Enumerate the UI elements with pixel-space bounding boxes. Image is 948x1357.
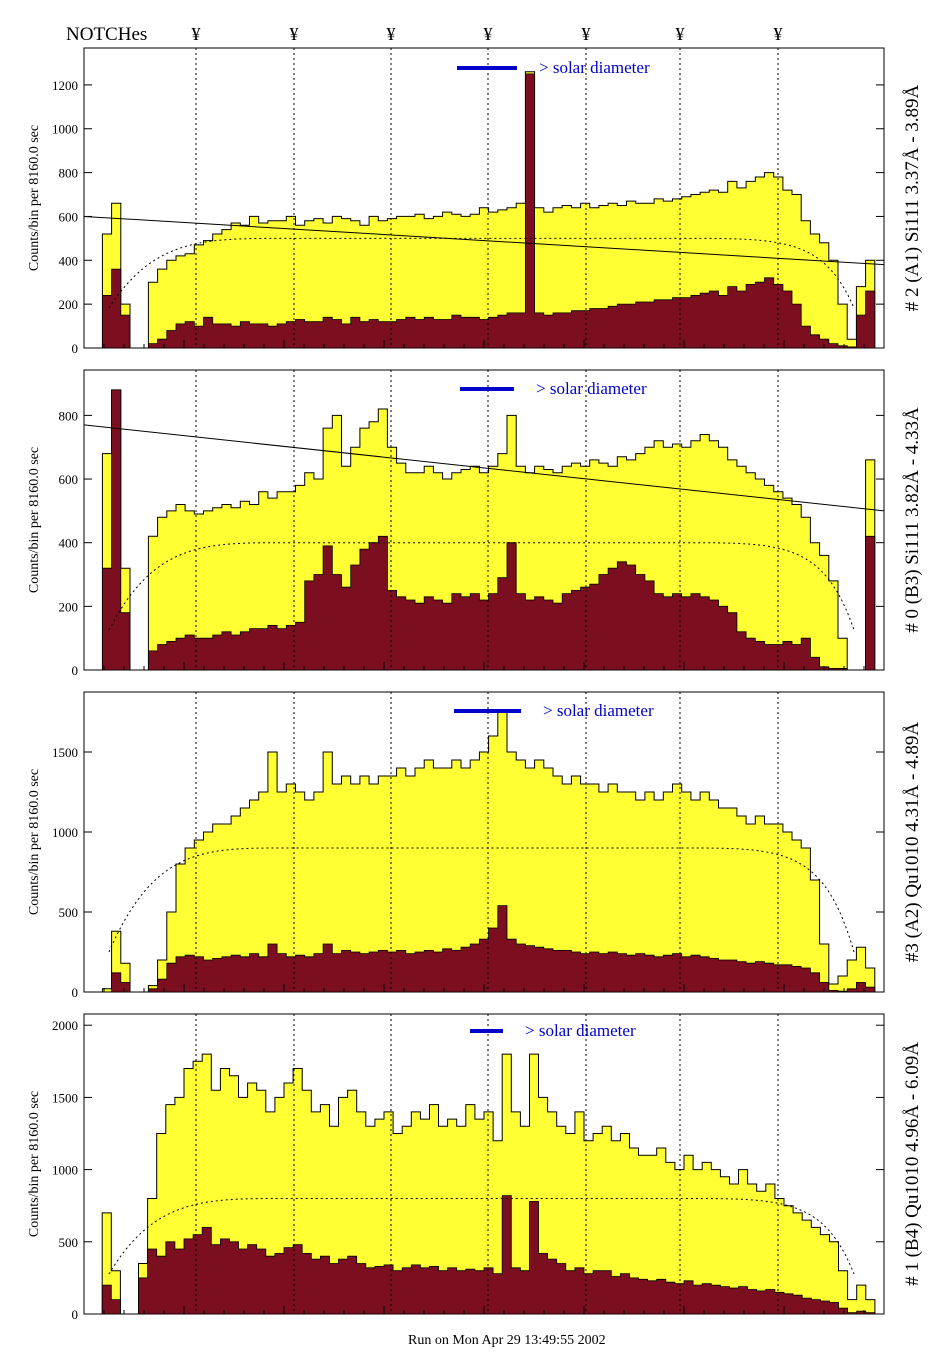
run-timestamp: Run on Mon Apr 29 13:49:55 2002 — [408, 1333, 606, 1348]
fit-line — [83, 215, 885, 266]
y-tick-label: 800 — [59, 166, 79, 181]
y-tick-label: 500 — [59, 905, 79, 920]
y-tick-label: 200 — [59, 599, 79, 614]
panel-3: 0 500 1000 1500 Counts/bin per 8160.0 sec #3 … — [27, 691, 923, 1000]
notch-marker-2: ¥ — [290, 24, 299, 44]
background-counts-area — [84, 389, 884, 671]
y-tick-label: 1200 — [52, 78, 78, 93]
y-tick-label: 500 — [59, 1235, 79, 1250]
y-tick-label: 2000 — [52, 1018, 78, 1033]
y-tick-label: 1000 — [52, 1163, 78, 1178]
background-counts-area — [84, 905, 884, 993]
panel-label: # 2 (A1) Si111 3.37Å - 3.89Å — [902, 84, 923, 311]
notch-marker-1: ¥ — [192, 24, 201, 44]
background-counts-area — [84, 1195, 884, 1315]
model-curve — [108, 847, 855, 953]
solar-diameter-label: > solar diameter — [539, 58, 650, 77]
y-tick-label: 400 — [59, 536, 79, 551]
panel-label: # 1 (B4) Qu1010 4.96Å - 6.09Å — [902, 1042, 923, 1286]
notch-marker-3: ¥ — [387, 24, 396, 44]
y-tick-label: 0 — [72, 341, 79, 356]
panel-4: 0 500 1000 1500 2000 Counts/bin per 8160.0 se… — [27, 1013, 923, 1322]
y-axis-label: Counts/bin per 8160.0 sec — [27, 125, 42, 271]
y-tick-label: 600 — [59, 472, 79, 487]
y-tick-label: 1000 — [52, 825, 78, 840]
solar-diameter-label: > solar diameter — [536, 379, 647, 398]
notch-marker-4: ¥ — [484, 24, 493, 44]
total-counts-area — [84, 711, 884, 993]
y-tick-label: 1500 — [52, 745, 78, 760]
notch-marker-7: ¥ — [774, 24, 783, 44]
y-tick-label: 200 — [59, 297, 79, 312]
y-tick-label: 400 — [59, 253, 79, 268]
y-tick-label: 0 — [72, 985, 79, 1000]
model-curve — [108, 542, 855, 631]
panel-label: #3 (A2) Qu1010 4.31Å - 4.89Å — [902, 722, 923, 962]
y-axis-label: Counts/bin per 8160.0 sec — [27, 447, 42, 593]
background-counts-area — [84, 73, 884, 349]
fit-line — [83, 424, 885, 512]
panel-label: # 0 (B3) Si111 3.82Å - 4.33Å — [902, 407, 923, 633]
solar-diameter-label: > solar diameter — [543, 701, 654, 720]
y-tick-label: 1500 — [52, 1090, 78, 1105]
y-tick-label: 600 — [59, 209, 79, 224]
panel-2: 0 200 400 600 800 Counts/bin per 8160.0 sec # … — [27, 369, 923, 678]
y-axis-label: Counts/bin per 8160.0 sec — [27, 1091, 42, 1237]
notch-marker-5: ¥ — [582, 24, 591, 44]
notches-label: NOTCHes — [66, 24, 147, 45]
y-tick-label: 0 — [72, 663, 79, 678]
notch-marker-6: ¥ — [676, 24, 685, 44]
panel-1: 0 200 400 600 800 1000 1200 Counts/bin per 8160… — [27, 47, 923, 356]
y-tick-label: 0 — [72, 1307, 79, 1322]
spectrum-panels: 0 200 400 600 800 1000 1200 Counts/bin per 8160… — [27, 47, 923, 1322]
notch-markers: ¥ ¥ ¥ ¥ ¥ ¥ ¥ — [192, 24, 783, 44]
y-axis-label: Counts/bin per 8160.0 sec — [27, 769, 42, 915]
solar-diameter-label: > solar diameter — [525, 1021, 636, 1040]
model-curve — [108, 237, 855, 309]
y-tick-label: 1000 — [52, 122, 78, 137]
y-tick-label: 800 — [59, 408, 79, 423]
total-counts-area — [84, 71, 884, 349]
